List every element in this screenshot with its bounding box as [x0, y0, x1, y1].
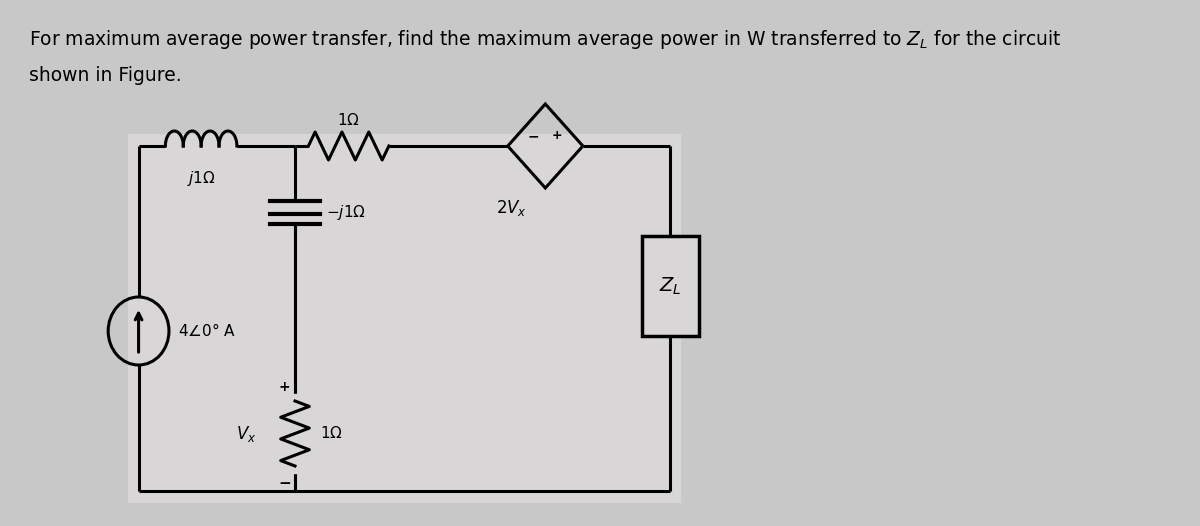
Text: −: − [278, 476, 290, 491]
Text: $-j1\Omega$: $-j1\Omega$ [326, 203, 366, 222]
Text: −: − [528, 129, 540, 143]
Text: $j1\Omega$: $j1\Omega$ [187, 169, 216, 188]
Text: shown in Figure.: shown in Figure. [29, 66, 181, 85]
Text: $1\Omega$: $1\Omega$ [337, 112, 360, 128]
FancyBboxPatch shape [642, 236, 700, 336]
Text: +: + [552, 129, 563, 143]
Text: For maximum average power transfer, find the maximum average power in W transfer: For maximum average power transfer, find… [29, 28, 1061, 51]
Text: $Z_L$: $Z_L$ [659, 275, 682, 297]
Text: $4\angle0°\ \mathrm{A}$: $4\angle0°\ \mathrm{A}$ [178, 322, 236, 339]
Text: $1\Omega$: $1\Omega$ [320, 426, 343, 441]
FancyBboxPatch shape [128, 134, 682, 503]
Text: $V_x$: $V_x$ [235, 423, 256, 443]
Text: $2V_x$: $2V_x$ [496, 198, 527, 218]
Text: +: + [278, 380, 290, 394]
